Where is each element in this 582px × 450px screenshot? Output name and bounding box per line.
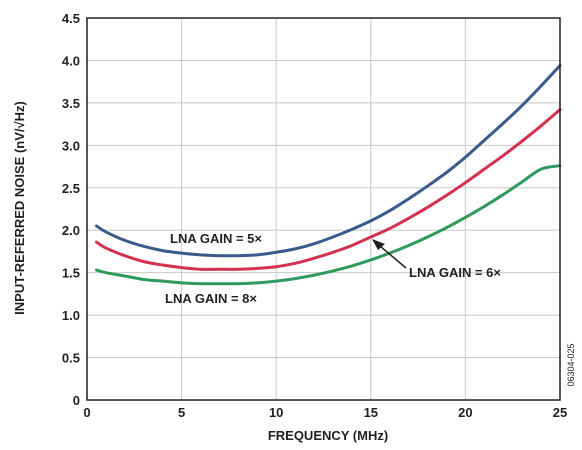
plot-frame: [86, 17, 561, 401]
series-line-lna-gain-5: [94, 64, 562, 258]
y-tick-label: 1.0: [62, 308, 80, 323]
annotation-lna-gain-8: LNA GAIN = 8×: [165, 291, 257, 306]
annotation-arrow: [372, 239, 407, 269]
series-line-lna-gain-8: [94, 164, 562, 286]
y-tick-label: 3.5: [62, 96, 80, 111]
y-tick-label: 2.5: [62, 181, 80, 196]
y-tick-label: 4.0: [62, 53, 80, 68]
grid-lines: [87, 18, 560, 400]
x-tick-label: 10: [269, 405, 283, 420]
x-tick-label: 5: [178, 405, 185, 420]
x-tick-label: 20: [458, 405, 472, 420]
y-tick-label: 0: [73, 393, 80, 408]
annotation-lna-gain-6: LNA GAIN = 6×: [409, 265, 501, 280]
y-tick-labels: 0 0.5 1.0 1.5 2.0 2.5 3.0 3.5 4.0 4.5: [62, 11, 80, 408]
annotation-lna-gain-5: LNA GAIN = 5×: [170, 231, 262, 246]
y-axis-title: INPUT-REFERRED NOISE (nV/√Hz): [12, 101, 27, 315]
x-tick-label: 25: [553, 405, 567, 420]
y-tick-label: 1.5: [62, 266, 80, 281]
series-lines: [94, 64, 562, 286]
y-tick-label: 4.5: [62, 11, 80, 26]
y-tick-label: 2.0: [62, 223, 80, 238]
x-tick-label: 0: [83, 405, 90, 420]
series-line-lna-gain-6: [94, 108, 562, 271]
figure-code: 06304-025: [566, 343, 576, 386]
x-axis-title: FREQUENCY (MHz): [268, 428, 388, 443]
x-tick-label: 15: [364, 405, 378, 420]
y-tick-label: 3.0: [62, 138, 80, 153]
x-tick-labels: 0 5 10 15 20 25: [83, 405, 567, 420]
y-tick-label: 0.5: [62, 351, 80, 366]
